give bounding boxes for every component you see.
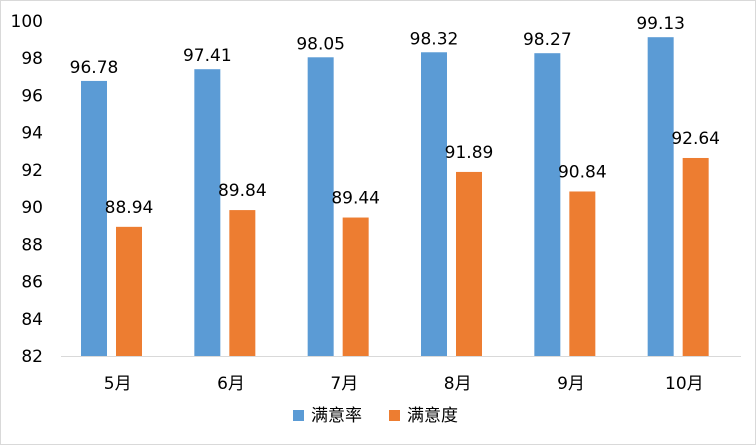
bar-satisfaction-score	[682, 157, 709, 356]
data-label: 98.32	[410, 29, 459, 49]
bar-satisfaction-score	[229, 210, 256, 356]
x-tick-label: 7月	[330, 374, 358, 394]
x-tick-label: 6月	[217, 374, 245, 394]
y-tick-label: 100	[11, 12, 43, 32]
y-tick-label: 88	[21, 235, 43, 255]
data-label: 99.13	[636, 14, 685, 34]
bar-satisfaction-rate	[81, 80, 107, 356]
data-label-layer: 96.78 88.94 97.41 89.84 98.05 89.44 98.32 91.89…	[70, 14, 720, 218]
bar-satisfaction-rate	[194, 69, 221, 357]
data-label: 98.05	[296, 34, 345, 54]
legend: 满意率 满意度	[293, 406, 458, 426]
legend-swatch	[389, 410, 400, 421]
y-tick-label: 90	[21, 198, 43, 218]
data-label: 96.78	[70, 58, 119, 78]
bar-satisfaction-score	[456, 171, 482, 356]
data-label: 88.94	[105, 198, 154, 218]
bar-layer	[81, 37, 709, 357]
bar-satisfaction-score	[342, 217, 369, 356]
data-label: 91.89	[445, 143, 494, 163]
x-tick-label: 5月	[104, 374, 132, 394]
y-tick-label: 92	[21, 161, 43, 181]
data-label: 89.84	[218, 181, 267, 201]
bar-satisfaction-rate	[647, 37, 674, 357]
y-tick-label: 96	[21, 86, 43, 106]
y-tick-label: 86	[21, 273, 43, 293]
bar-satisfaction-rate	[307, 57, 334, 357]
x-tick-label: 8月	[444, 374, 472, 394]
y-tick-label: 98	[21, 49, 43, 69]
data-label: 98.27	[523, 30, 572, 50]
legend-label: 满意度	[407, 406, 458, 426]
legend-label: 满意率	[311, 406, 362, 426]
data-label: 92.64	[671, 129, 720, 149]
legend-swatch	[293, 410, 304, 421]
x-tick-label: 9月	[557, 374, 585, 394]
data-label: 97.41	[183, 46, 232, 66]
data-label: 89.44	[331, 189, 380, 209]
bar-satisfaction-rate	[421, 52, 447, 357]
bar-satisfaction-rate	[534, 53, 561, 356]
bar-satisfaction-score	[569, 191, 596, 356]
axis-layer: 82 84 86 88 90 92 94 96 98 100 5月 6月 7月 8月 9月 10月	[11, 12, 741, 394]
y-tick-label: 94	[21, 124, 43, 144]
y-tick-label: 82	[21, 347, 43, 367]
data-label: 90.84	[558, 162, 607, 182]
x-tick-label: 10月	[665, 374, 704, 394]
y-tick-label: 84	[21, 310, 43, 330]
bar-satisfaction-score	[116, 226, 142, 356]
